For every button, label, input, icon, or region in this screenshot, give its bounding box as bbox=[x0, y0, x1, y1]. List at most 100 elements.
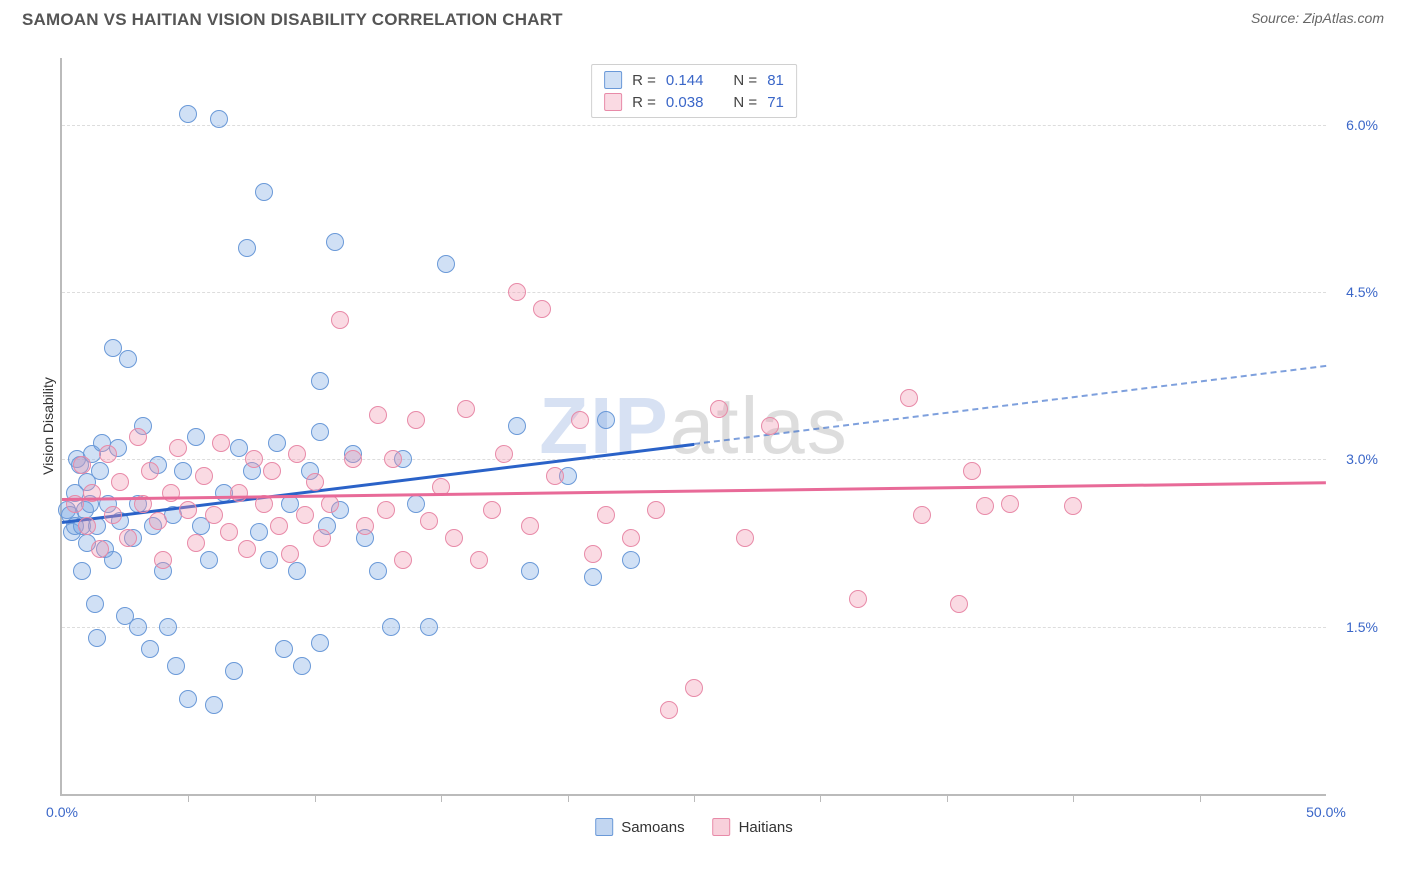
data-point bbox=[205, 506, 223, 524]
data-point bbox=[179, 690, 197, 708]
data-point bbox=[736, 529, 754, 547]
data-point bbox=[238, 239, 256, 257]
data-point bbox=[293, 657, 311, 675]
data-point bbox=[270, 517, 288, 535]
gridline bbox=[62, 627, 1326, 628]
data-point bbox=[710, 400, 728, 418]
data-point bbox=[571, 411, 589, 429]
data-point bbox=[275, 640, 293, 658]
data-point bbox=[900, 389, 918, 407]
gridline bbox=[62, 125, 1326, 126]
x-tick-mark bbox=[694, 794, 695, 802]
data-point bbox=[88, 629, 106, 647]
data-point bbox=[1064, 497, 1082, 515]
legend-item: Haitians bbox=[713, 818, 793, 836]
y-axis-label: Vision Disability bbox=[40, 377, 56, 475]
data-point bbox=[78, 517, 96, 535]
legend-row: R =0.144N =81 bbox=[604, 69, 784, 91]
data-point bbox=[685, 679, 703, 697]
data-point bbox=[508, 283, 526, 301]
data-point bbox=[521, 517, 539, 535]
data-point bbox=[169, 439, 187, 457]
data-point bbox=[162, 484, 180, 502]
data-point bbox=[141, 640, 159, 658]
data-point bbox=[311, 372, 329, 390]
data-point bbox=[369, 406, 387, 424]
data-point bbox=[288, 562, 306, 580]
data-point bbox=[111, 473, 129, 491]
x-tick-mark bbox=[188, 794, 189, 802]
data-point bbox=[761, 417, 779, 435]
legend-swatch bbox=[713, 818, 731, 836]
data-point bbox=[521, 562, 539, 580]
y-tick-label: 4.5% bbox=[1346, 284, 1378, 300]
data-point bbox=[394, 551, 412, 569]
data-point bbox=[597, 411, 615, 429]
legend-row: R =0.038N =71 bbox=[604, 91, 784, 113]
x-tick-mark bbox=[820, 794, 821, 802]
data-point bbox=[187, 428, 205, 446]
data-point bbox=[179, 105, 197, 123]
data-point bbox=[187, 534, 205, 552]
data-point bbox=[210, 110, 228, 128]
data-point bbox=[584, 568, 602, 586]
r-value: 0.038 bbox=[666, 94, 704, 111]
data-point bbox=[268, 434, 286, 452]
data-point bbox=[73, 456, 91, 474]
y-tick-label: 1.5% bbox=[1346, 619, 1378, 635]
data-point bbox=[483, 501, 501, 519]
data-point bbox=[154, 551, 172, 569]
data-point bbox=[149, 512, 167, 530]
data-point bbox=[369, 562, 387, 580]
data-point bbox=[212, 434, 230, 452]
data-point bbox=[179, 501, 197, 519]
source-label: Source: ZipAtlas.com bbox=[1251, 10, 1384, 26]
data-point bbox=[647, 501, 665, 519]
x-tick-mark bbox=[1200, 794, 1201, 802]
data-point bbox=[950, 595, 968, 613]
data-point bbox=[99, 445, 117, 463]
data-point bbox=[174, 462, 192, 480]
data-point bbox=[377, 501, 395, 519]
legend-label: Haitians bbox=[739, 819, 793, 836]
data-point bbox=[622, 529, 640, 547]
legend-item: Samoans bbox=[595, 818, 684, 836]
data-point bbox=[91, 540, 109, 558]
data-point bbox=[311, 634, 329, 652]
data-point bbox=[407, 411, 425, 429]
data-point bbox=[225, 662, 243, 680]
data-point bbox=[1001, 495, 1019, 513]
data-point bbox=[167, 657, 185, 675]
data-point bbox=[129, 618, 147, 636]
legend-label: Samoans bbox=[621, 819, 684, 836]
data-point bbox=[141, 462, 159, 480]
series-legend: Samoans Haitians bbox=[595, 818, 793, 836]
data-point bbox=[91, 462, 109, 480]
data-point bbox=[849, 590, 867, 608]
data-point bbox=[288, 445, 306, 463]
data-point bbox=[205, 696, 223, 714]
n-label: N = bbox=[733, 72, 757, 89]
data-point bbox=[200, 551, 218, 569]
x-tick-mark bbox=[315, 794, 316, 802]
data-point bbox=[331, 311, 349, 329]
data-point bbox=[313, 529, 331, 547]
data-point bbox=[238, 540, 256, 558]
data-point bbox=[321, 495, 339, 513]
data-point bbox=[311, 423, 329, 441]
data-point bbox=[437, 255, 455, 273]
data-point bbox=[597, 506, 615, 524]
legend-swatch bbox=[595, 818, 613, 836]
data-point bbox=[245, 450, 263, 468]
watermark-part2: atlas bbox=[670, 381, 849, 470]
data-point bbox=[976, 497, 994, 515]
r-label: R = bbox=[632, 72, 656, 89]
data-point bbox=[296, 506, 314, 524]
x-tick-mark bbox=[441, 794, 442, 802]
data-point bbox=[260, 551, 278, 569]
data-point bbox=[220, 523, 238, 541]
legend-swatch bbox=[604, 93, 622, 111]
data-point bbox=[281, 545, 299, 563]
data-point bbox=[73, 562, 91, 580]
data-point bbox=[963, 462, 981, 480]
